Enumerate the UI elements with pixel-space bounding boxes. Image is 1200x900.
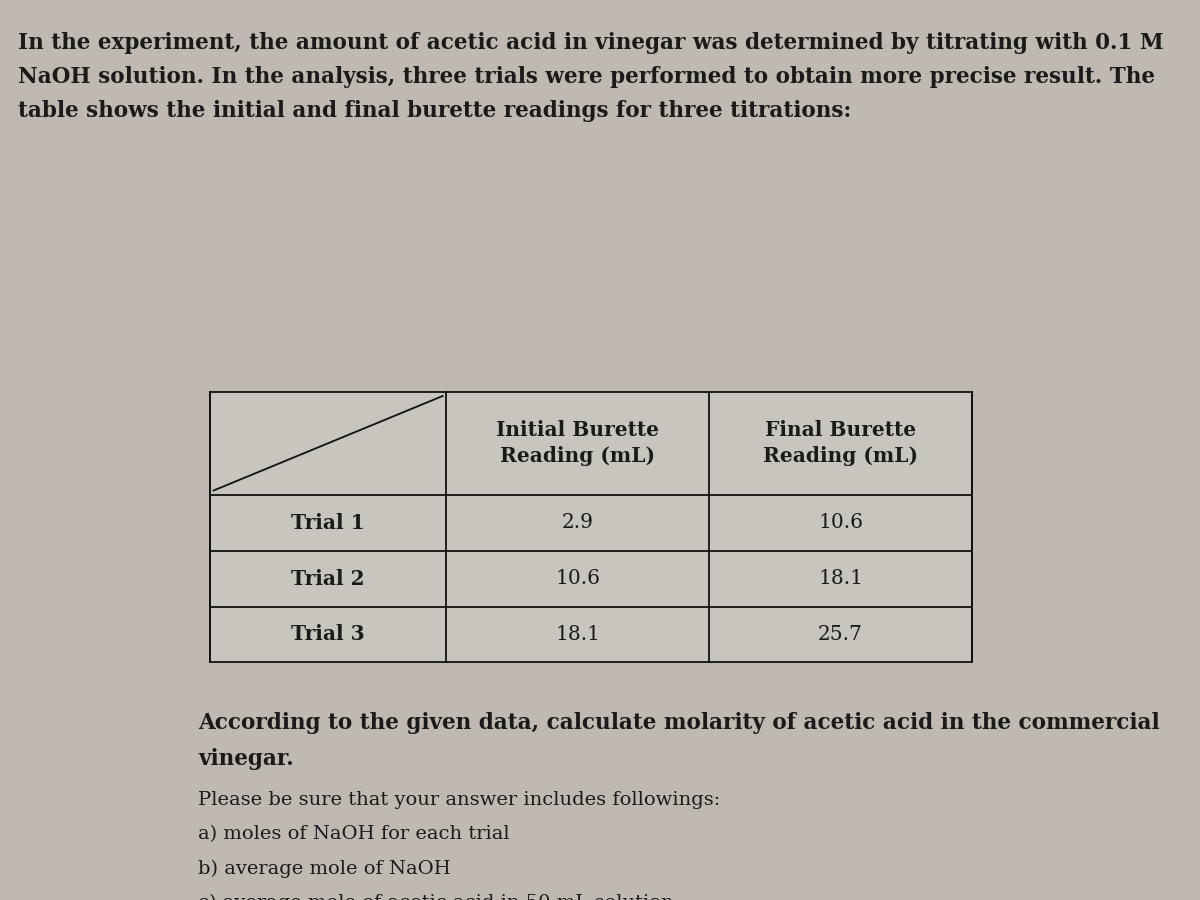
Text: vinegar.: vinegar. (198, 748, 294, 770)
Text: Trial 3: Trial 3 (292, 625, 365, 644)
Text: b) average mole of NaOH: b) average mole of NaOH (198, 860, 451, 878)
Text: Final Burette
Reading (mL): Final Burette Reading (mL) (763, 420, 918, 466)
Text: In the experiment, the amount of acetic acid in vinegar was determined by titrat: In the experiment, the amount of acetic … (18, 32, 1164, 53)
Text: According to the given data, calculate molarity of acetic acid in the commercial: According to the given data, calculate m… (198, 712, 1159, 733)
Text: NaOH solution. In the analysis, three trials were performed to obtain more preci: NaOH solution. In the analysis, three tr… (18, 66, 1154, 87)
Text: 18.1: 18.1 (818, 569, 863, 589)
Text: 2.9: 2.9 (562, 513, 594, 533)
Bar (210, 392, 972, 662)
Text: 10.6: 10.6 (556, 569, 600, 589)
Text: c) average mole of acetic acid in 50 mL solution: c) average mole of acetic acid in 50 mL … (198, 894, 673, 900)
Text: Initial Burette
Reading (mL): Initial Burette Reading (mL) (496, 420, 659, 466)
Text: table shows the initial and final burette readings for three titrations:: table shows the initial and final burett… (18, 100, 851, 122)
Text: 18.1: 18.1 (556, 625, 600, 644)
Text: Trial 2: Trial 2 (292, 569, 365, 589)
Text: Trial 1: Trial 1 (292, 513, 365, 533)
Text: a) moles of NaOH for each trial: a) moles of NaOH for each trial (198, 825, 510, 843)
Text: 10.6: 10.6 (818, 513, 863, 533)
Text: Please be sure that your answer includes followings:: Please be sure that your answer includes… (198, 791, 720, 809)
Text: 25.7: 25.7 (818, 625, 863, 644)
